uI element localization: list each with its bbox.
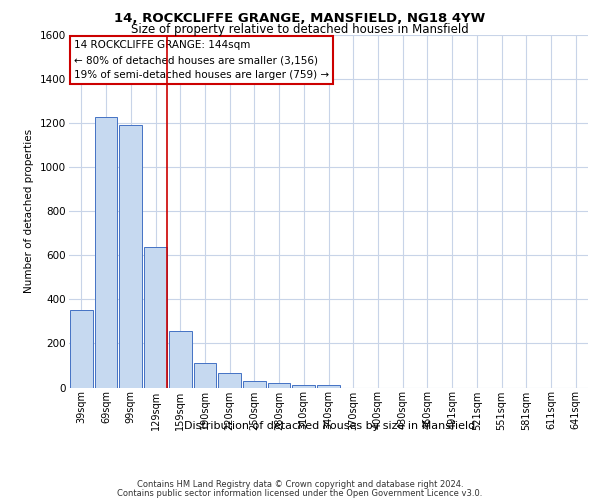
- Bar: [169, 332, 191, 388]
- Bar: [218, 373, 241, 388]
- Bar: [268, 383, 290, 388]
- Bar: [144, 246, 167, 388]
- Text: Size of property relative to detached houses in Mansfield: Size of property relative to detached ho…: [131, 22, 469, 36]
- Y-axis label: Number of detached properties: Number of detached properties: [25, 129, 34, 294]
- Bar: [194, 364, 216, 388]
- Text: Contains HM Land Registry data © Crown copyright and database right 2024.: Contains HM Land Registry data © Crown c…: [137, 480, 463, 489]
- Text: Distribution of detached houses by size in Mansfield: Distribution of detached houses by size …: [184, 421, 476, 431]
- Bar: [70, 310, 93, 388]
- Bar: [317, 386, 340, 388]
- Bar: [243, 381, 266, 388]
- Text: 14 ROCKCLIFFE GRANGE: 144sqm
← 80% of detached houses are smaller (3,156)
19% of: 14 ROCKCLIFFE GRANGE: 144sqm ← 80% of de…: [74, 40, 329, 80]
- Text: Contains public sector information licensed under the Open Government Licence v3: Contains public sector information licen…: [118, 489, 482, 498]
- Text: 14, ROCKCLIFFE GRANGE, MANSFIELD, NG18 4YW: 14, ROCKCLIFFE GRANGE, MANSFIELD, NG18 4…: [115, 12, 485, 24]
- Bar: [292, 384, 315, 388]
- Bar: [119, 126, 142, 388]
- Bar: [95, 116, 118, 388]
